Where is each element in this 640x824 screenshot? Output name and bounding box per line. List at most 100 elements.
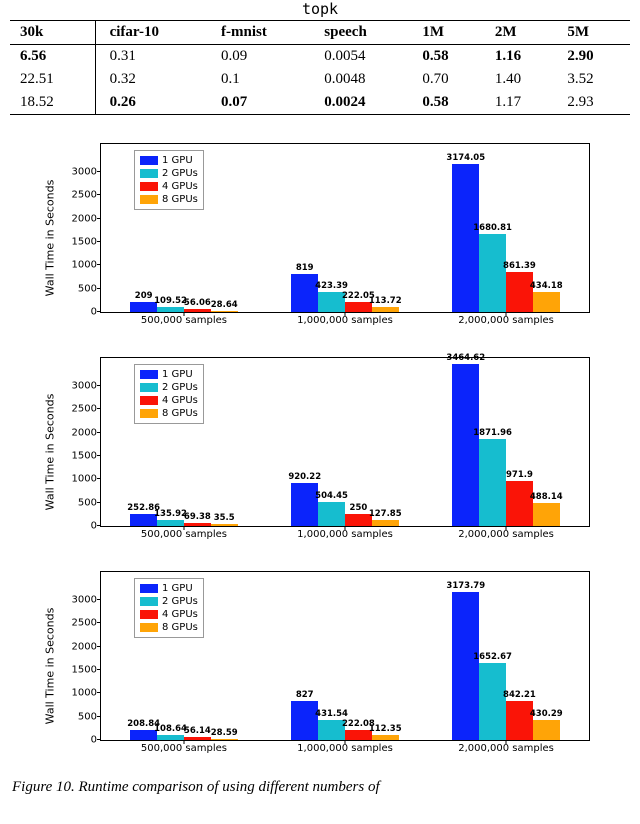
legend-swatch (140, 396, 158, 405)
bar: 430.29 (533, 720, 560, 740)
bar: 3173.79 (452, 592, 479, 740)
legend-label: 1 GPU (162, 582, 193, 595)
y-tick-label: 500 (78, 497, 101, 508)
bar-value-label: 504.45 (315, 491, 348, 501)
legend-label: 8 GPUs (162, 407, 198, 420)
legend-swatch (140, 156, 158, 165)
table-cell: 0.1 (211, 68, 314, 91)
legend-swatch (140, 597, 158, 606)
y-tick-label: 2500 (72, 618, 101, 629)
legend: 1 GPU2 GPUs4 GPUs8 GPUs (134, 150, 204, 210)
y-tick-label: 2000 (72, 213, 101, 224)
bar-value-label: 1652.67 (473, 652, 512, 662)
bar-value-label: 112.35 (369, 724, 402, 734)
y-axis-label: Wall Time in Seconds (44, 180, 57, 297)
bar: 1871.96 (479, 439, 506, 526)
results-table: 30k cifar-10 f-mnist speech 1M 2M 5M 6.5… (10, 20, 630, 115)
bar-value-label: 842.21 (503, 690, 536, 700)
bar: 109.52 (157, 307, 184, 312)
legend-swatch (140, 195, 158, 204)
legend-label: 1 GPU (162, 154, 193, 167)
bar-value-label: 209 (135, 291, 153, 301)
table-section: topk 30k cifar-10 f-mnist speech 1M 2M 5… (0, 0, 640, 125)
bar: 69.38 (184, 523, 211, 526)
col-header: speech (314, 21, 412, 45)
legend-label: 8 GPUs (162, 193, 198, 206)
bar-value-label: 920.22 (288, 472, 321, 482)
bar: 28.64 (211, 311, 238, 312)
bar: 1680.81 (479, 234, 506, 312)
bar-value-label: 1680.81 (473, 223, 512, 233)
legend-label: 2 GPUs (162, 167, 198, 180)
legend-swatch (140, 169, 158, 178)
y-tick-label: 2500 (72, 404, 101, 415)
bar: 108.64 (157, 735, 184, 740)
bar: 861.39 (506, 272, 533, 312)
y-tick-label: 0 (91, 735, 101, 746)
bar-value-label: 69.38 (184, 512, 211, 522)
col-header: 1M (412, 21, 485, 45)
table-cell: 2.90 (557, 45, 630, 69)
legend-label: 4 GPUs (162, 394, 198, 407)
table-cell: 0.31 (95, 45, 211, 69)
legend-item: 1 GPU (140, 368, 198, 381)
table-cell: 0.0048 (314, 68, 412, 91)
col-header: f-mnist (211, 21, 314, 45)
bar: 222.05 (345, 302, 372, 312)
bar: 827 (291, 701, 318, 740)
col-header: 5M (557, 21, 630, 45)
table-cell: 0.58 (412, 45, 485, 69)
bar-value-label: 35.5 (214, 513, 235, 523)
table-cell: 22.51 (10, 68, 95, 91)
table-cell: 0.70 (412, 68, 485, 91)
y-tick-label: 3000 (72, 381, 101, 392)
y-tick-label: 0 (91, 307, 101, 318)
topk-header: topk (10, 0, 630, 18)
legend-label: 8 GPUs (162, 621, 198, 634)
bar: 135.92 (157, 520, 184, 526)
legend-label: 4 GPUs (162, 180, 198, 193)
legend-swatch (140, 610, 158, 619)
bar-value-label: 3174.05 (446, 153, 485, 163)
table-cell: 3.52 (557, 68, 630, 91)
legend-item: 2 GPUs (140, 381, 198, 394)
bar-value-label: 3464.62 (446, 353, 485, 363)
y-tick-label: 500 (78, 283, 101, 294)
bar-value-label: 1871.96 (473, 428, 512, 438)
legend-item: 4 GPUs (140, 180, 198, 193)
legend-swatch (140, 182, 158, 191)
figure-caption: Figure 10. Runtime comparison of using d… (0, 775, 640, 800)
bar: 113.72 (372, 307, 399, 312)
y-tick-label: 1000 (72, 688, 101, 699)
bar-value-label: 56.06 (184, 298, 211, 308)
legend-swatch (140, 623, 158, 632)
legend-swatch (140, 383, 158, 392)
bar: 3174.05 (452, 164, 479, 312)
legend: 1 GPU2 GPUs4 GPUs8 GPUs (134, 578, 204, 638)
bar-value-label: 819 (296, 263, 314, 273)
bar-value-label: 827 (296, 690, 314, 700)
bar: 209 (130, 302, 157, 312)
table-row: 22.510.320.10.00480.701.403.52 (10, 68, 630, 91)
table-cell: 0.09 (211, 45, 314, 69)
bar: 3464.62 (452, 364, 479, 526)
legend-swatch (140, 409, 158, 418)
y-tick-label: 3000 (72, 595, 101, 606)
bar: 127.85 (372, 520, 399, 526)
legend-label: 2 GPUs (162, 595, 198, 608)
bar-value-label: 250 (350, 503, 368, 513)
legend-label: 1 GPU (162, 368, 193, 381)
table-row: 18.520.260.070.00240.581.172.93 (10, 91, 630, 115)
y-tick-label: 1500 (72, 665, 101, 676)
bar-value-label: 861.39 (503, 261, 536, 271)
legend-label: 4 GPUs (162, 608, 198, 621)
y-tick-label: 1000 (72, 474, 101, 485)
bar-value-label: 434.18 (530, 281, 563, 291)
bar: 222.08 (345, 730, 372, 740)
charts-container: 050010001500200025003000500,000 samples1… (0, 125, 640, 775)
bar-value-label: 56.14 (184, 726, 211, 736)
bar-value-label: 3173.79 (446, 581, 485, 591)
bar: 842.21 (506, 701, 533, 740)
bar: 250 (345, 514, 372, 526)
legend-item: 1 GPU (140, 582, 198, 595)
